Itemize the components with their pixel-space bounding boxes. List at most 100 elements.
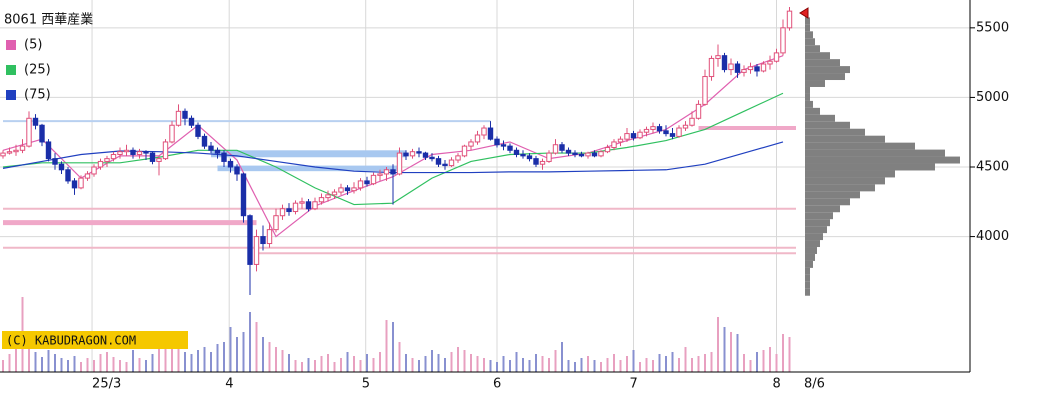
volume-bar bbox=[249, 312, 251, 372]
candle-body bbox=[266, 229, 273, 245]
volume-bar bbox=[697, 356, 700, 372]
volume-bar bbox=[151, 354, 154, 372]
candle-body bbox=[65, 169, 71, 182]
candle-body bbox=[442, 163, 448, 167]
volume-bar bbox=[28, 332, 30, 372]
candle-body bbox=[351, 187, 357, 192]
candle-body bbox=[143, 151, 149, 154]
candle-body bbox=[123, 149, 130, 153]
x-tick-label: 7 bbox=[630, 377, 638, 392]
volume-bar bbox=[411, 358, 414, 372]
candle-body bbox=[747, 66, 754, 71]
candle-body bbox=[637, 131, 643, 139]
candle-body bbox=[468, 141, 474, 147]
candle-body bbox=[325, 194, 331, 199]
candle-body bbox=[169, 124, 175, 143]
volume-profile-bar bbox=[805, 205, 840, 213]
volume-profile-bar bbox=[805, 253, 815, 261]
volume-bar bbox=[340, 358, 342, 372]
volume-bar bbox=[645, 358, 648, 372]
candle-body bbox=[136, 151, 143, 155]
volume-profile-bar bbox=[805, 107, 820, 115]
candle-body bbox=[578, 153, 585, 157]
volume-bar bbox=[554, 350, 557, 372]
candle-body bbox=[780, 27, 786, 54]
candle-body bbox=[617, 138, 624, 143]
volume-bar bbox=[372, 358, 375, 372]
volume-profile-bar bbox=[805, 267, 810, 275]
candle-body bbox=[240, 173, 247, 217]
volume-bar bbox=[405, 354, 407, 372]
volume-bar bbox=[580, 358, 583, 372]
candle-body bbox=[409, 151, 416, 157]
candle-body bbox=[110, 153, 117, 160]
volume-profile-bar bbox=[805, 170, 895, 178]
volume-bar bbox=[93, 360, 95, 372]
candle-body bbox=[598, 151, 604, 157]
volume-bar bbox=[762, 350, 765, 372]
candle-body bbox=[214, 149, 221, 154]
volume-bar bbox=[223, 342, 225, 372]
candle-body bbox=[6, 151, 13, 154]
candle-body bbox=[396, 152, 403, 175]
gap-band bbox=[211, 150, 406, 158]
candle-body bbox=[520, 153, 526, 157]
x-tick-label: 25/3 bbox=[92, 377, 121, 392]
candle-body bbox=[117, 151, 123, 155]
volume-profile-bar bbox=[805, 100, 813, 108]
legend-label: (25) bbox=[24, 63, 51, 78]
volume-bar bbox=[314, 360, 316, 372]
volume-bar bbox=[171, 337, 173, 372]
volume-profile-bar bbox=[805, 135, 885, 143]
candle-body bbox=[715, 55, 721, 59]
candle-body bbox=[71, 180, 78, 189]
candle-body bbox=[546, 152, 552, 162]
volume-bar bbox=[775, 354, 778, 372]
candle-body bbox=[513, 149, 520, 155]
candle-body bbox=[208, 145, 214, 151]
candle-body bbox=[656, 126, 663, 132]
candle-body bbox=[552, 144, 559, 154]
volume-bar bbox=[177, 344, 180, 372]
x-tick-label: 6 bbox=[493, 377, 501, 392]
candle-body bbox=[84, 173, 91, 179]
volume-bar bbox=[8, 354, 11, 372]
volume-profile-bar bbox=[805, 80, 825, 87]
volume-bar bbox=[743, 354, 745, 372]
volume-bar bbox=[600, 362, 602, 372]
volume-bar bbox=[450, 352, 453, 372]
y-tick-label: 4500 bbox=[976, 160, 1009, 175]
candle-body bbox=[650, 126, 656, 130]
volume-bar bbox=[203, 347, 206, 372]
latest-marker bbox=[799, 7, 809, 19]
volume-bar bbox=[769, 347, 771, 372]
volume-profile-bar bbox=[805, 212, 833, 220]
volume-bar bbox=[509, 360, 511, 372]
candle-body bbox=[773, 52, 780, 62]
volume-bar bbox=[652, 360, 654, 372]
volume-bar bbox=[606, 358, 609, 372]
candle-body bbox=[559, 144, 565, 151]
volume-bar bbox=[619, 360, 622, 372]
candle-body bbox=[708, 57, 715, 78]
volume-bar bbox=[437, 354, 440, 372]
candle-body bbox=[695, 103, 702, 119]
candle-body bbox=[383, 169, 390, 175]
volume-bar bbox=[483, 358, 485, 372]
candle-body bbox=[474, 134, 481, 143]
candle-body bbox=[279, 208, 286, 217]
candle-body bbox=[494, 138, 500, 146]
volume-profile-bar bbox=[805, 45, 820, 53]
candle-body bbox=[338, 187, 344, 193]
x-tick-label: 8/6 bbox=[804, 377, 825, 392]
volume-bar bbox=[190, 354, 193, 372]
candle-body bbox=[377, 173, 383, 176]
watermark-box bbox=[2, 331, 188, 349]
volume-bar bbox=[418, 360, 420, 372]
candle-body bbox=[461, 145, 468, 157]
volume-bar bbox=[67, 360, 69, 372]
volume-bar bbox=[112, 357, 115, 372]
candle-body bbox=[754, 66, 760, 72]
volume-profile-bar bbox=[805, 17, 810, 25]
